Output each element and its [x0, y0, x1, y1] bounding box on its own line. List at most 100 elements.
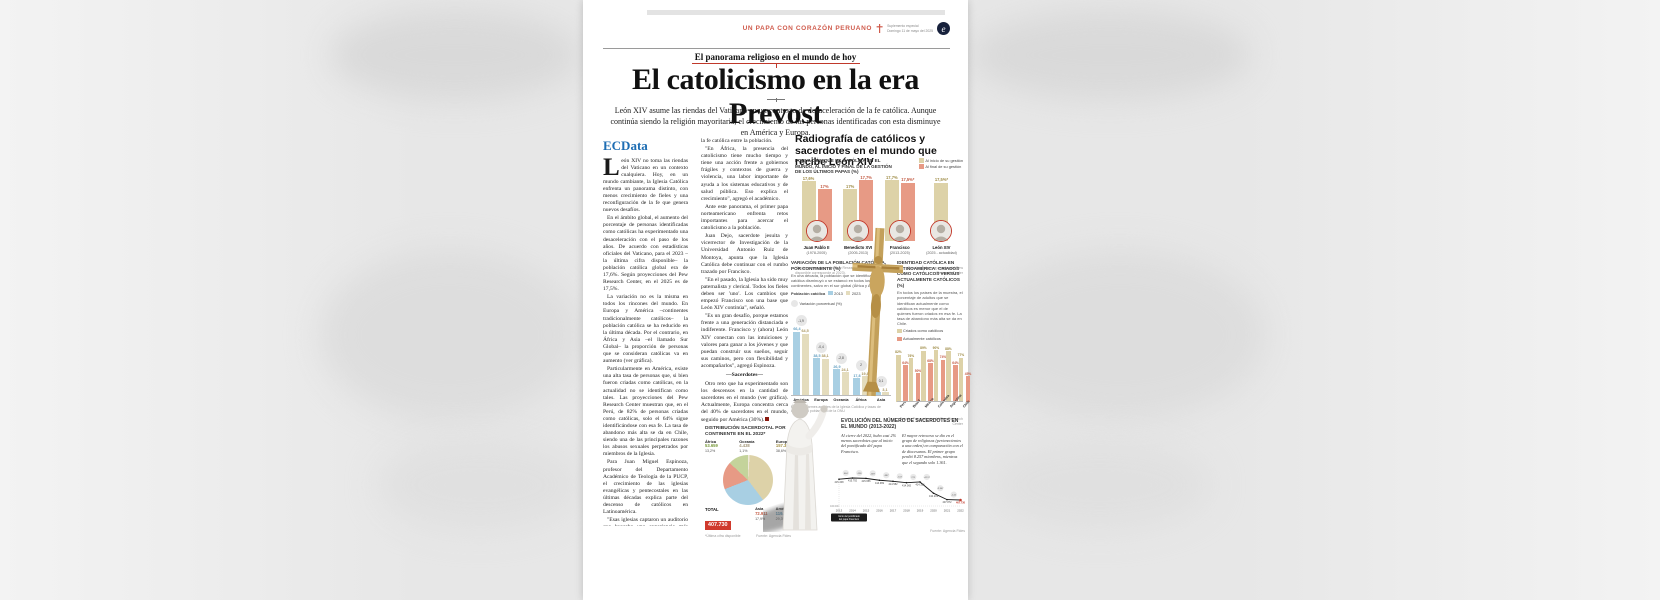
circle: [853, 225, 863, 234]
text: -136: [857, 473, 862, 475]
pie-total: TOTAL 407.730: [705, 507, 731, 531]
circle: [878, 479, 881, 482]
bar-pair: 77% 45%: [957, 353, 971, 403]
article-paragraph: "En África, la presencia del catolicismo…: [701, 146, 788, 202]
legend-label: 2013: [834, 290, 843, 296]
bar: [921, 350, 926, 403]
bar-wrap: 76%: [908, 354, 914, 403]
bar-wrap: 88%: [945, 347, 952, 403]
article-paragraph: Ante este panorama, el primer papa norte…: [701, 203, 788, 232]
pope-years: (2005-2013): [848, 251, 869, 256]
kicker-underline: [691, 63, 860, 68]
total-label: TOTAL: [705, 507, 719, 513]
bar: [833, 369, 841, 396]
country-label: Argentina: [947, 394, 963, 416]
cross-icon: [876, 24, 883, 33]
masthead-rule: [603, 48, 950, 49]
circle: [937, 485, 944, 492]
continent-label: Europa: [814, 396, 828, 402]
article-paragraph: Juan Dejo, sacerdote jesuita y vicerrect…: [701, 233, 788, 275]
supplement-line2: Domingo 11 de mayo del 2025: [887, 28, 933, 33]
bar-pair: 17,8 19,8: [853, 371, 869, 396]
circle: [856, 470, 863, 477]
chart-source: Fuente: Informes anuales de la Iglesia C…: [791, 404, 881, 413]
legend-label: Actualmente católicos: [903, 336, 941, 342]
text: Inicio del pontificado: [838, 515, 860, 518]
chart-footnote: *Según proyecciones del Pew Research Cen…: [795, 266, 892, 275]
article-paragraph: En el ámbito global, el aumento del porc…: [603, 215, 688, 293]
total-value: 407.730: [705, 520, 731, 531]
circle: [892, 480, 894, 483]
text: 414.065: [902, 485, 912, 488]
circle: [842, 470, 849, 477]
crucifix-illustration: [852, 227, 904, 397]
chart-line-intros: Al cierre del 2022, hubo casi 2% menos s…: [829, 433, 965, 466]
path: [793, 452, 799, 530]
circle: [865, 477, 867, 480]
legend-item: 2013: [828, 291, 843, 296]
bar-value-label: 66,4: [793, 327, 801, 332]
bar-wrap: 64,5: [802, 329, 809, 396]
pie-slice-label: Asia 72.911 17,9%: [755, 506, 768, 531]
headline-divider: [766, 98, 785, 102]
bar-value-label: 17%: [846, 183, 855, 189]
variation-circle-icon: [791, 299, 798, 307]
path: [791, 399, 809, 408]
rect: [876, 26, 883, 28]
text: del papa Francisco: [839, 518, 860, 521]
path: [805, 408, 827, 440]
slice-name: Oceanía: [739, 438, 755, 444]
supplement-line1: Suplemento especial: [887, 24, 919, 29]
bar-pair: 66,4 64,5: [793, 327, 809, 396]
pope-name: Juan Pablo II: [803, 245, 830, 251]
pope-group: 17% 17,7% Benedicto XVI (2005-2013): [839, 175, 878, 264]
text: -517: [898, 477, 903, 479]
bar-wrap: 38,1: [821, 354, 829, 396]
legend-label: Al inicio de su gestión: [925, 158, 963, 163]
circle: [895, 225, 905, 234]
priests-line-svg: 400.000 415.348 415.792 415.656 414.969 414.5…: [830, 470, 966, 522]
country-group: 89% 68% México: [920, 346, 935, 416]
legend-label: Al final de su gestión: [925, 164, 962, 169]
background-blur-blob: [320, 250, 580, 420]
supplement-info: Suplemento especial Domingo 11 de mayo d…: [887, 24, 933, 33]
g: [852, 227, 904, 397]
bar: [958, 357, 964, 403]
pope-statue-illustration: [744, 399, 828, 534]
bar: [853, 378, 861, 396]
bar-value-label: 77%: [957, 353, 965, 358]
text: 2020: [930, 509, 937, 513]
kicker-text: El panorama religioso en el mundo de hoy: [694, 52, 857, 62]
kicker: El panorama religioso en el mundo de hoy: [583, 52, 968, 68]
slice-name: África: [705, 438, 717, 444]
bar-value-label: 68%: [927, 358, 934, 363]
circle: [937, 225, 946, 234]
bar-value-label: 90%: [932, 345, 940, 350]
newspaper-page: UN PAPA CON CORAZÓN PERUANO Suplemento e…: [583, 0, 971, 600]
bar-value-label: 19,8: [861, 371, 869, 376]
pie-slice-label: África 53.659 13,2%: [705, 438, 718, 453]
bar-pair: 26,9 24,1: [833, 365, 849, 396]
slice-value: 53.659: [705, 443, 718, 449]
bar-wrap: 3,1: [881, 388, 889, 396]
path: [850, 236, 867, 242]
bar-value-label: 24,1: [841, 367, 849, 372]
svg: [876, 24, 883, 33]
bar: [908, 358, 914, 403]
bar-value-label: 82%: [895, 350, 902, 355]
slice-name: Asia: [755, 506, 764, 512]
pope-name: Francisco: [889, 245, 910, 251]
text: 2019: [917, 509, 924, 513]
bar-wrap: 82%: [895, 350, 902, 403]
path: [808, 236, 825, 242]
text: 414.582: [888, 483, 898, 486]
rect: [857, 264, 876, 269]
chart-popes: POBLACIÓN QUE ES CATÓLICA EN EL MUNDO, A…: [795, 158, 963, 275]
text: 271: [911, 477, 915, 479]
variation-badge: 2: [855, 359, 867, 371]
svg: [889, 221, 910, 242]
circle: [946, 499, 948, 501]
circle: [932, 492, 935, 495]
bar: [821, 358, 829, 396]
